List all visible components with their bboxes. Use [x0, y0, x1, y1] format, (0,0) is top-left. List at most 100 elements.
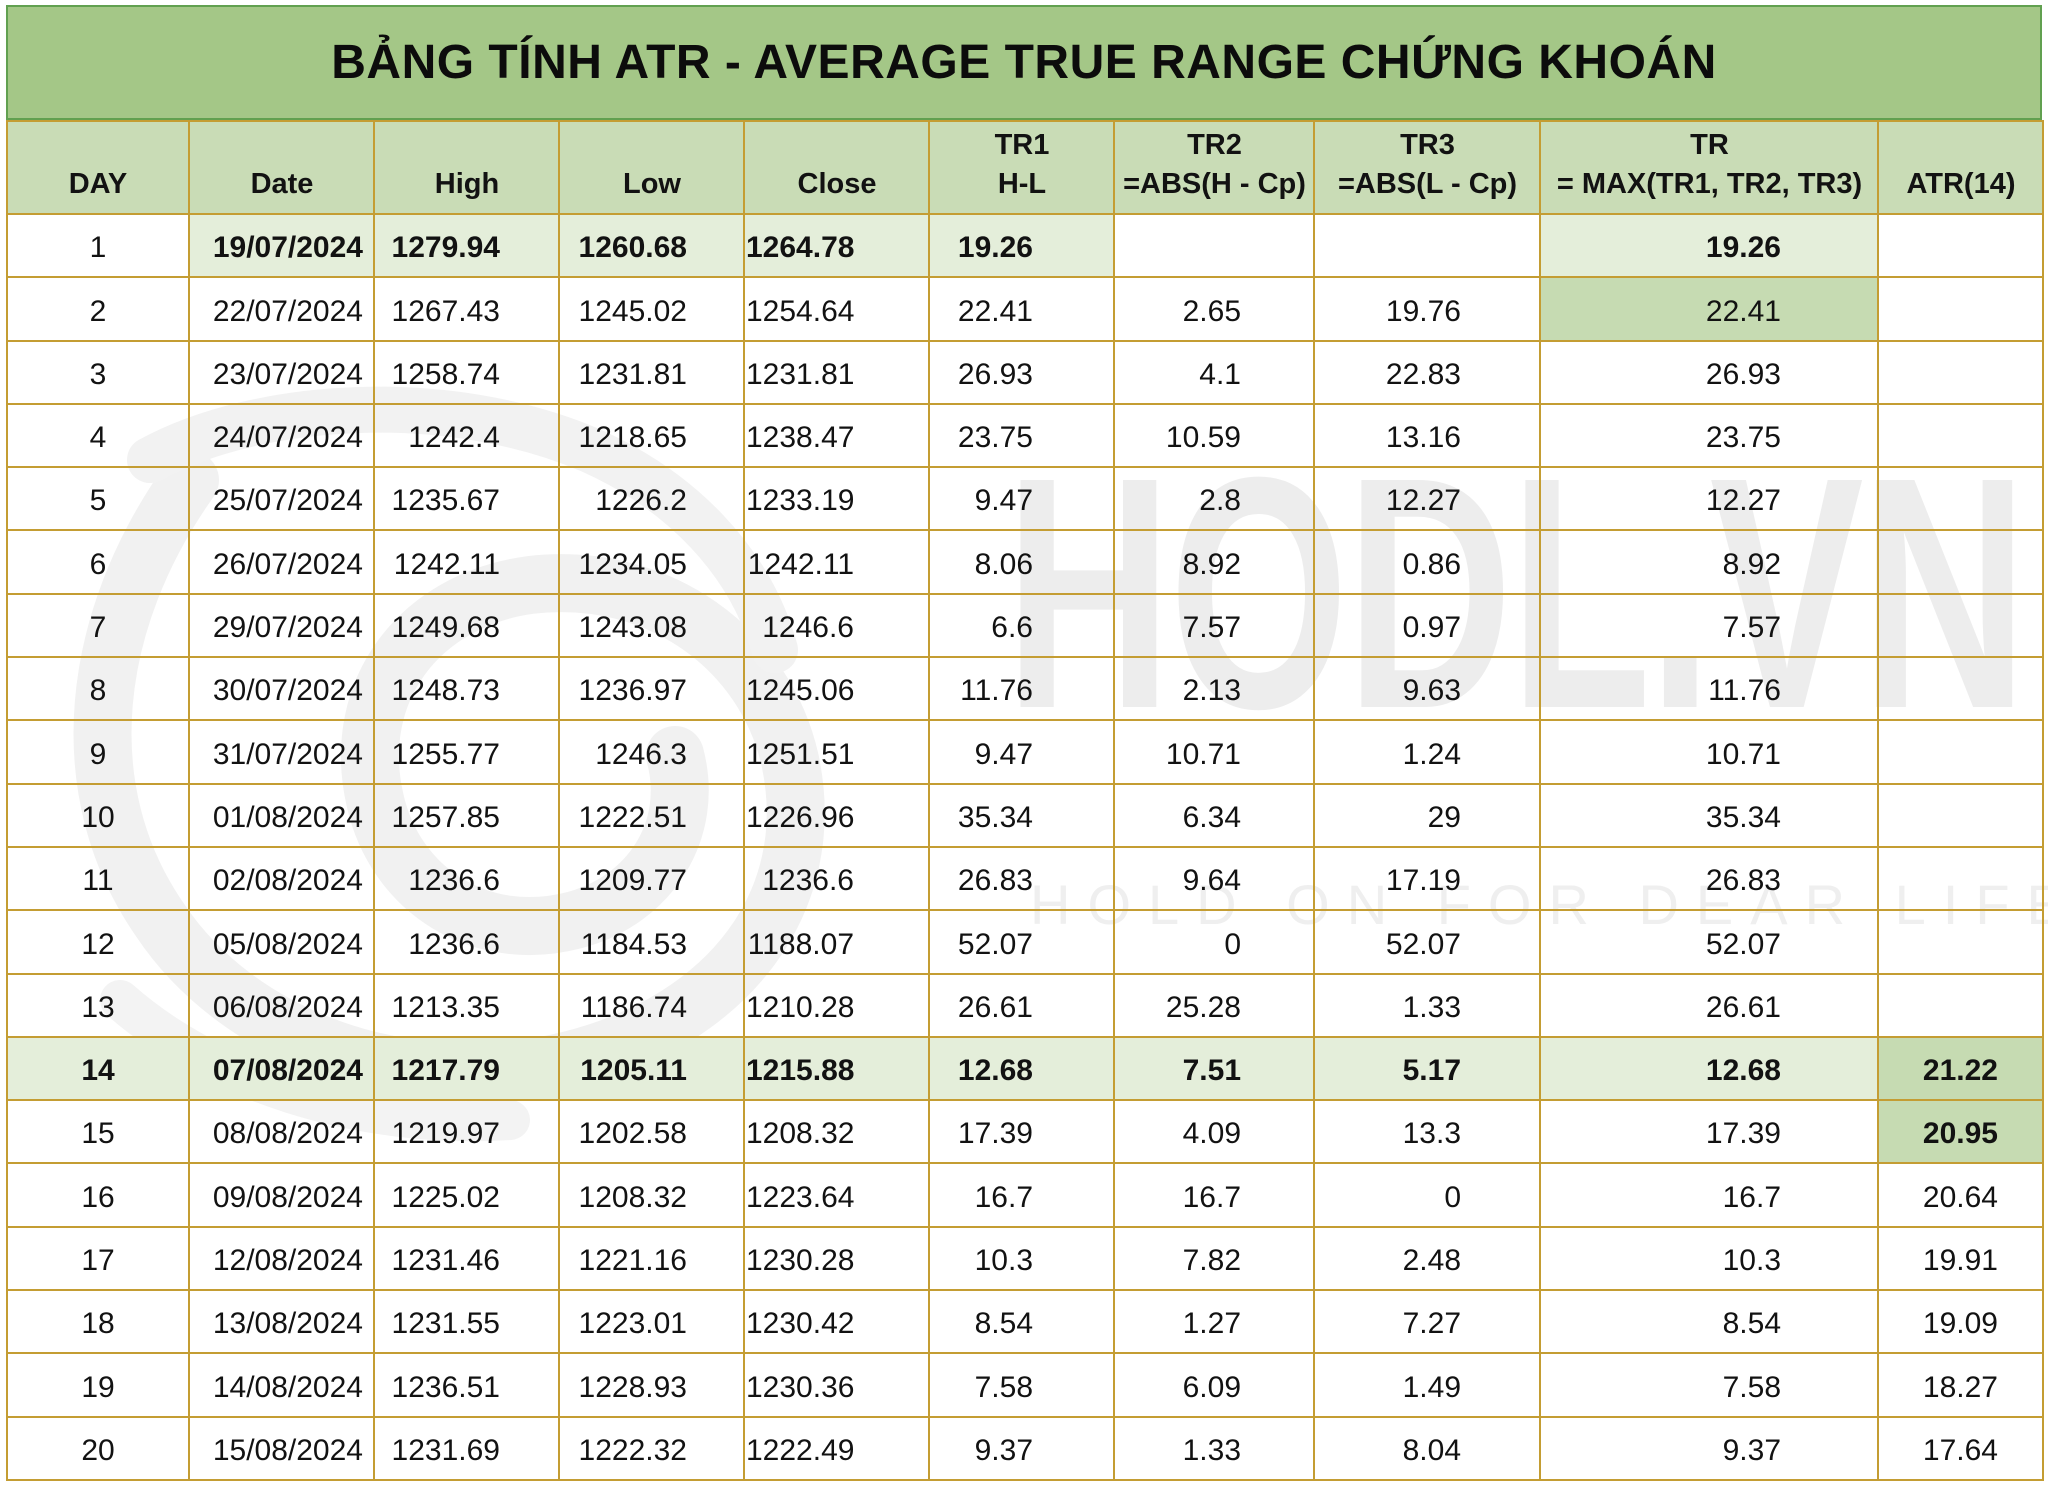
cell-high: 1213.35: [373, 972, 560, 1038]
cell-close: 1210.28: [743, 972, 930, 1038]
cell-atr: [1877, 656, 2044, 722]
cell-tr2: 7.51: [1113, 1035, 1315, 1102]
cell-tr3: 0: [1313, 1162, 1541, 1228]
cell-day: 19: [6, 1352, 190, 1418]
cell-tr: 16.7: [1539, 1162, 1879, 1228]
cell-tr3: 0.86: [1313, 529, 1541, 595]
cell-tr: 26.93: [1539, 339, 1879, 405]
cell-tr3: 22.83: [1313, 339, 1541, 405]
column-header-tr3: TR3 =ABS(L - Cp): [1313, 120, 1541, 215]
cell-atr: [1877, 212, 2044, 279]
cell-high: 1225.02: [373, 1162, 560, 1228]
cell-tr: 12.27: [1539, 466, 1879, 532]
cell-day: 12: [6, 909, 190, 975]
cell-tr3: 29: [1313, 782, 1541, 848]
cell-close: 1231.81: [743, 339, 930, 405]
cell-day: 10: [6, 782, 190, 848]
cell-date: 24/07/2024: [188, 402, 375, 469]
cell-date: 01/08/2024: [188, 782, 375, 848]
cell-tr: 7.57: [1539, 592, 1879, 659]
cell-close: 1208.32: [743, 1099, 930, 1165]
cell-atr: 19.09: [1877, 1289, 2044, 1355]
header-row: DAY Date High Low Close TR1 H-L TR2 =ABS(H - Cp)…: [6, 120, 2044, 215]
cell-atr: [1877, 972, 2044, 1038]
cell-tr1: 19.26: [928, 212, 1115, 279]
cell-date: 31/07/2024: [188, 719, 375, 785]
cell-atr: [1877, 782, 2044, 848]
cell-close: 1264.78: [743, 212, 930, 279]
atr-table: BẢNG TÍNH ATR - AVERAGE TRUE RANGE CHỨNG…: [6, 5, 2044, 1481]
cell-tr3: 1.49: [1313, 1352, 1541, 1418]
cell-close: 1233.19: [743, 466, 930, 532]
table-row: 19 14/08/2024 1236.51 1228.93 1230.36 7.58 6.0…: [6, 1352, 2044, 1418]
cell-tr2: 2.65: [1113, 276, 1315, 342]
cell-tr3: 8.04: [1313, 1415, 1541, 1481]
cell-date: 26/07/2024: [188, 529, 375, 595]
cell-tr3: [1313, 212, 1541, 279]
cell-high: 1242.4: [373, 402, 560, 469]
cell-date: 05/08/2024: [188, 909, 375, 975]
cell-date: 08/08/2024: [188, 1099, 375, 1165]
cell-tr2: 25.28: [1113, 972, 1315, 1038]
cell-tr3: 12.27: [1313, 466, 1541, 532]
cell-tr1: 6.6: [928, 592, 1115, 659]
cell-day: 20: [6, 1415, 190, 1481]
cell-low: 1260.68: [558, 212, 745, 279]
cell-atr: 20.95: [1877, 1099, 2044, 1165]
cell-close: 1245.06: [743, 656, 930, 722]
cell-tr2: 2.13: [1113, 656, 1315, 722]
table-row: 6 26/07/2024 1242.11 1234.05 1242.11 8.06 8.92…: [6, 529, 2044, 595]
table-row: 11 02/08/2024 1236.6 1209.77 1236.6 26.83 9.64…: [6, 845, 2044, 912]
cell-tr1: 26.61: [928, 972, 1115, 1038]
table-row: 3 23/07/2024 1258.74 1231.81 1231.81 26.93 4.1…: [6, 339, 2044, 405]
cell-high: 1257.85: [373, 782, 560, 848]
column-header-tr2: TR2 =ABS(H - Cp): [1113, 120, 1315, 215]
column-header-high: High: [373, 120, 560, 215]
cell-low: 1205.11: [558, 1035, 745, 1102]
cell-tr: 26.61: [1539, 972, 1879, 1038]
cell-tr2: 6.09: [1113, 1352, 1315, 1418]
cell-day: 1: [6, 212, 190, 279]
cell-day: 4: [6, 402, 190, 469]
cell-day: 17: [6, 1225, 190, 1292]
cell-day: 7: [6, 592, 190, 659]
table-row: 4 24/07/2024 1242.4 1218.65 1238.47 23.75 10.5…: [6, 402, 2044, 469]
cell-close: 1236.6: [743, 845, 930, 912]
column-header-atr: ATR(14): [1877, 120, 2044, 215]
cell-tr2: 8.92: [1113, 529, 1315, 595]
cell-close: 1246.6: [743, 592, 930, 659]
column-header-close: Close: [743, 120, 930, 215]
cell-tr1: 35.34: [928, 782, 1115, 848]
cell-close: 1215.88: [743, 1035, 930, 1102]
cell-close: 1251.51: [743, 719, 930, 785]
cell-high: 1255.77: [373, 719, 560, 785]
cell-low: 1228.93: [558, 1352, 745, 1418]
cell-close: 1223.64: [743, 1162, 930, 1228]
cell-date: 25/07/2024: [188, 466, 375, 532]
cell-atr: [1877, 529, 2044, 595]
cell-close: 1254.64: [743, 276, 930, 342]
cell-tr: 10.3: [1539, 1225, 1879, 1292]
cell-tr1: 22.41: [928, 276, 1115, 342]
cell-date: 14/08/2024: [188, 1352, 375, 1418]
table-row: 16 09/08/2024 1225.02 1208.32 1223.64 16.7 16.…: [6, 1162, 2044, 1228]
cell-tr2: 4.1: [1113, 339, 1315, 405]
cell-high: 1235.67: [373, 466, 560, 532]
cell-tr3: 13.16: [1313, 402, 1541, 469]
table-row: 17 12/08/2024 1231.46 1221.16 1230.28 10.3 7.8…: [6, 1225, 2044, 1292]
cell-tr1: 26.83: [928, 845, 1115, 912]
cell-low: 1222.51: [558, 782, 745, 848]
cell-tr3: 17.19: [1313, 845, 1541, 912]
cell-tr1: 23.75: [928, 402, 1115, 469]
cell-tr2: 2.8: [1113, 466, 1315, 532]
cell-date: 13/08/2024: [188, 1289, 375, 1355]
cell-low: 1208.32: [558, 1162, 745, 1228]
cell-tr1: 9.37: [928, 1415, 1115, 1481]
cell-close: 1222.49: [743, 1415, 930, 1481]
cell-day: 16: [6, 1162, 190, 1228]
cell-tr1: 16.7: [928, 1162, 1115, 1228]
cell-low: 1243.08: [558, 592, 745, 659]
table-header: DAY Date High Low Close TR1 H-L TR2 =ABS(H - Cp)…: [6, 120, 2044, 215]
cell-tr: 9.37: [1539, 1415, 1879, 1481]
